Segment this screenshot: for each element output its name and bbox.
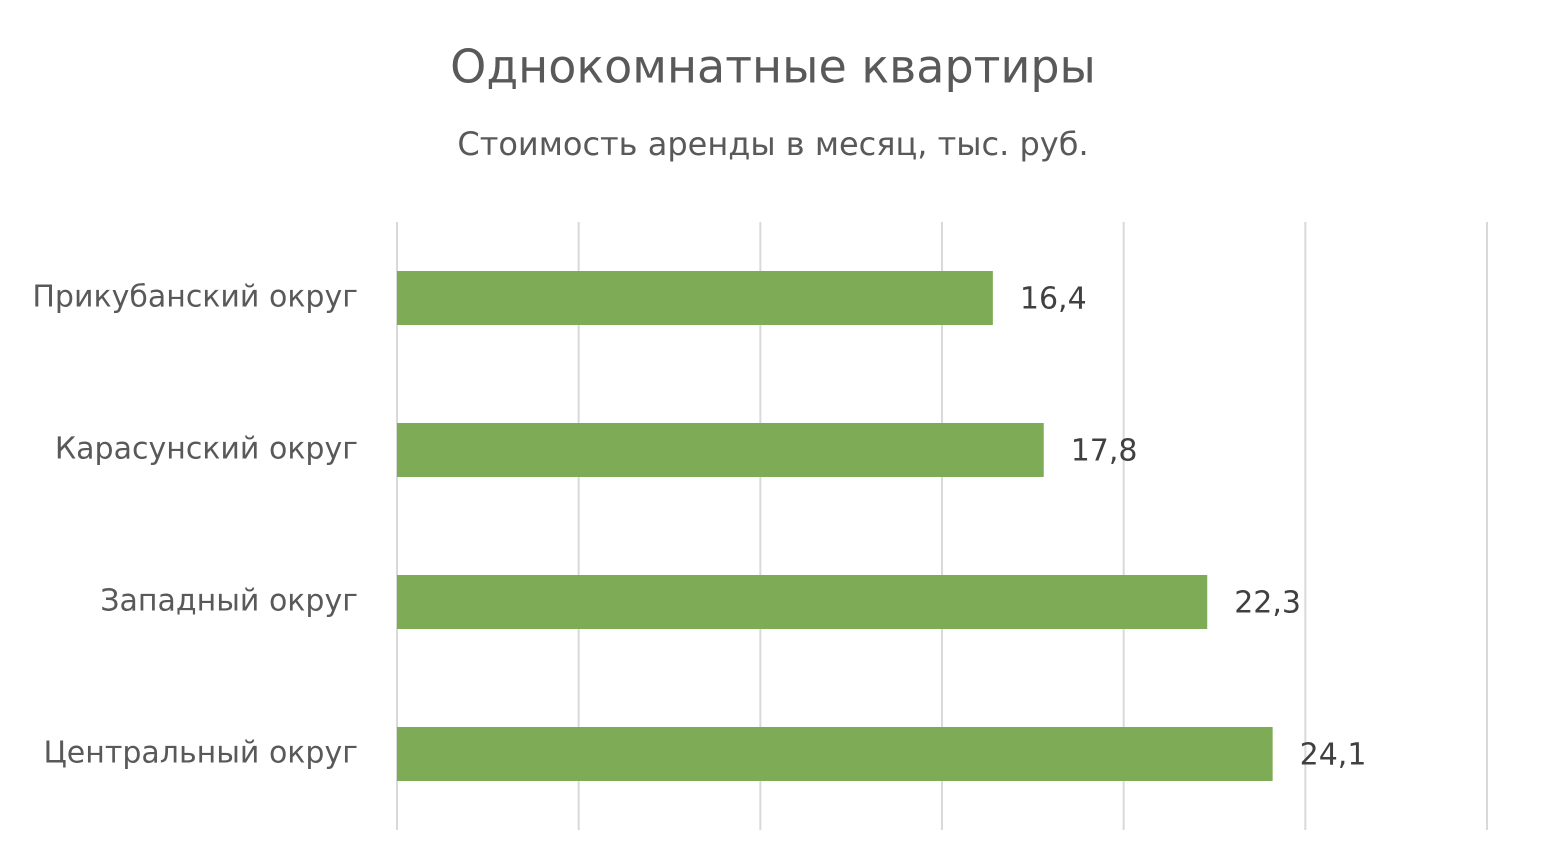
chart-subtitle: Стоимость аренды в месяц, тыс. руб.	[457, 125, 1088, 163]
bar	[397, 727, 1273, 781]
data-label: 17,8	[1071, 434, 1138, 469]
y-tick-label: Центральный округ	[44, 736, 359, 771]
bar	[397, 423, 1044, 477]
y-tick-label: Западный округ	[100, 584, 358, 619]
y-tick-label: Карасунский округ	[55, 432, 358, 467]
chart-title: Однокомнатные квартиры	[450, 40, 1096, 94]
data-label: 24,1	[1300, 738, 1367, 773]
bar	[397, 271, 993, 325]
y-tick-label: Прикубанский округ	[32, 280, 358, 315]
bar	[397, 575, 1208, 629]
data-label: 16,4	[1020, 282, 1087, 317]
data-label: 22,3	[1234, 586, 1301, 621]
